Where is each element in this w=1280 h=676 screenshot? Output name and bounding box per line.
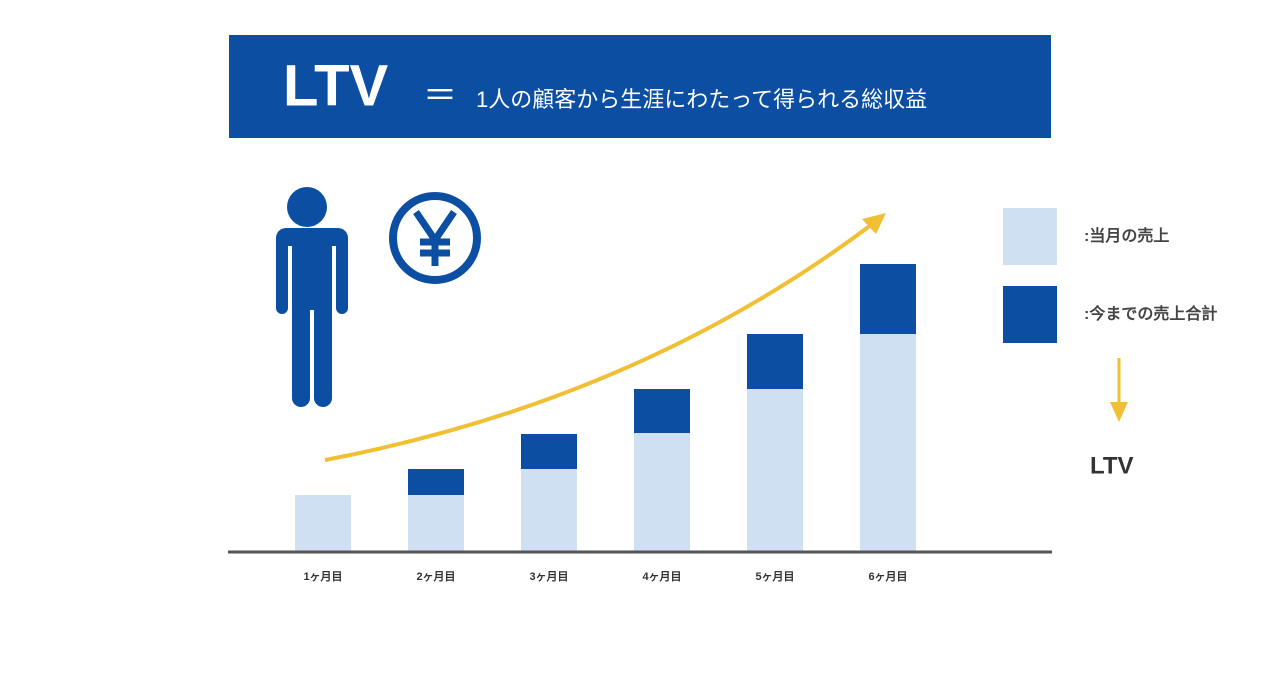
trend-arrowhead — [862, 213, 886, 234]
result-label: LTV — [1090, 452, 1134, 479]
title-banner — [229, 35, 1051, 138]
x-tick-label: 4ヶ月目 — [642, 570, 681, 583]
legend-label: :当月の売上 — [1084, 226, 1169, 245]
legend-swatch — [1003, 208, 1057, 265]
bar-segment — [408, 495, 464, 551]
chart-subtitle: 1人の顧客から生涯にわたって得られる総収益 — [476, 87, 927, 112]
bar-segment — [747, 334, 803, 389]
legend-swatch — [1003, 286, 1057, 343]
bar-segment — [634, 433, 690, 551]
chart-title: LTV — [283, 53, 389, 118]
x-tick-label: 3ヶ月目 — [529, 570, 568, 583]
person-icon — [276, 187, 348, 407]
bar-segment — [860, 334, 916, 551]
trend-arrow — [324, 220, 877, 462]
bar-segment — [747, 389, 803, 551]
bar-segment — [408, 469, 464, 495]
bar-segment — [521, 434, 577, 469]
bar-segment — [860, 264, 916, 334]
result-arrowhead — [1110, 402, 1128, 422]
legend-label: :今までの売上合計 — [1084, 304, 1217, 323]
yen-icon — [389, 192, 481, 284]
x-tick-label: 2ヶ月目 — [416, 570, 455, 583]
bar-segment — [521, 469, 577, 551]
x-tick-label: 1ヶ月目 — [303, 570, 342, 583]
x-tick-label: 5ヶ月目 — [755, 570, 794, 583]
title-separator: ＝ — [423, 77, 457, 115]
bar-segment — [634, 389, 690, 433]
x-tick-label: 6ヶ月目 — [868, 570, 907, 583]
bar-segment — [295, 495, 351, 551]
